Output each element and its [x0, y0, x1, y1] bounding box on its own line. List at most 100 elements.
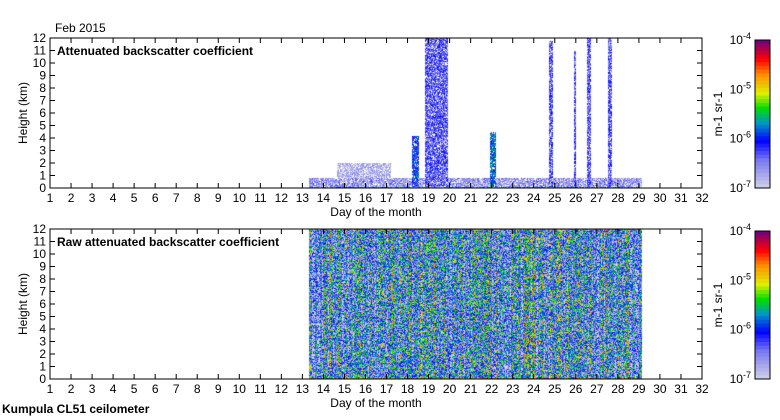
colorbar-tick-label: 10-4 [730, 222, 751, 238]
x-tick-label: 11 [254, 191, 267, 205]
y-tick-label: 9 [39, 260, 46, 274]
x-tick-label: 6 [152, 191, 159, 205]
colorbar-segment [755, 136, 770, 141]
colorbar-segment [755, 330, 770, 336]
x-tick-label: 25 [548, 191, 562, 205]
colorbar-segment [755, 139, 770, 145]
colorbar-segment [755, 268, 770, 273]
colorbar-tick-label: 10-5 [730, 271, 751, 287]
x-tick-label: 7 [173, 191, 180, 205]
x-tick-label: 17 [380, 382, 394, 396]
x-tick-label: 3 [89, 191, 96, 205]
colorbar-segment [755, 40, 770, 45]
colorbar-segment [755, 242, 770, 247]
x-tick-label: 15 [338, 191, 352, 205]
colorbar-segment [755, 158, 770, 163]
colorbar-segment [755, 117, 770, 122]
colorbar-segment [755, 353, 770, 358]
colorbar-segment [755, 312, 770, 317]
colorbar-segment [755, 176, 770, 182]
y-tick-label: 0 [39, 181, 46, 195]
x-tick-label: 5 [131, 382, 138, 396]
colorbar-segment [755, 51, 770, 56]
colorbar-segment [755, 342, 770, 347]
x-tick-label: 8 [194, 382, 201, 396]
x-tick-label: 20 [443, 382, 457, 396]
colorbar-segment [755, 249, 770, 254]
colorbar-segment [755, 106, 770, 111]
y-tick-label: 4 [39, 131, 46, 145]
x-tick-label: 28 [611, 191, 625, 205]
x-axis-label: Day of the month [330, 396, 421, 410]
y-tick-label: 3 [39, 335, 46, 349]
x-tick-label: 26 [569, 191, 583, 205]
colorbar-segment [755, 102, 770, 108]
x-tick-label: 20 [443, 191, 457, 205]
colorbar-segment [755, 271, 770, 276]
colorbar-label: m-1 sr-1 [711, 91, 725, 136]
y-tick-label: 1 [39, 360, 46, 374]
backscatter-heatmap [50, 38, 702, 188]
x-tick-label: 32 [695, 191, 709, 205]
x-tick-label: 6 [152, 382, 159, 396]
colorbar-segment [755, 367, 770, 373]
x-tick-label: 4 [110, 382, 117, 396]
x-tick-label: 23 [506, 382, 520, 396]
colorbar-segment [755, 65, 770, 71]
y-tick-label: 5 [39, 119, 46, 133]
y-tick-label: 11 [34, 44, 47, 58]
y-tick-label: 9 [39, 69, 46, 83]
x-tick-label: 13 [296, 191, 310, 205]
y-tick-label: 2 [39, 347, 46, 361]
x-tick-label: 27 [590, 382, 604, 396]
x-tick-label: 30 [653, 382, 667, 396]
x-tick-label: 18 [401, 191, 415, 205]
colorbar-frame [754, 230, 771, 380]
colorbar-segment [755, 180, 770, 185]
colorbar-segment [755, 238, 770, 243]
x-tick-label: 24 [527, 382, 541, 396]
y-tick-label: 7 [39, 94, 46, 108]
x-tick-label: 22 [485, 191, 499, 205]
colorbar-tick-label: 10-7 [730, 179, 751, 195]
colorbar-segment [755, 345, 770, 350]
colorbar-segment [755, 91, 770, 96]
y-tick-label: 5 [39, 310, 46, 324]
x-tick-label: 1 [47, 191, 54, 205]
x-tick-label: 17 [380, 191, 394, 205]
colorbar-segment [755, 62, 770, 67]
colorbar-segment [755, 327, 770, 332]
y-tick-label: 4 [39, 322, 46, 336]
x-tick-label: 11 [254, 382, 267, 396]
colorbar-segment [755, 364, 770, 369]
colorbar-segment [755, 334, 770, 339]
colorbar-segment [755, 77, 770, 82]
x-tick-label: 31 [674, 382, 688, 396]
y-tick-label: 7 [39, 285, 46, 299]
x-tick-label: 14 [317, 191, 331, 205]
x-axis-label: Day of the month [330, 205, 421, 219]
colorbar-segment [755, 253, 770, 258]
colorbar-segment [755, 95, 770, 100]
x-tick-label: 3 [89, 382, 96, 396]
colorbar-segment [755, 162, 770, 167]
colorbar-tick-label: 10-7 [730, 370, 751, 386]
colorbar-segment [755, 297, 770, 302]
x-tick-label: 19 [422, 382, 436, 396]
colorbar-segment [755, 125, 770, 130]
colorbar-segment [755, 99, 770, 104]
x-tick-label: 9 [215, 382, 222, 396]
x-tick-label: 14 [317, 382, 331, 396]
x-tick-label: 10 [233, 191, 247, 205]
colorbar-segment [755, 234, 770, 239]
x-tick-label: 10 [233, 382, 247, 396]
colorbar-segment [755, 132, 770, 137]
colorbar-segment [755, 231, 770, 236]
x-tick-label: 9 [215, 191, 222, 205]
x-tick-label: 1 [47, 382, 54, 396]
colorbar-frame [754, 39, 771, 189]
x-tick-label: 27 [590, 191, 604, 205]
colorbar-segment [755, 375, 770, 380]
colorbar-segment [755, 47, 770, 52]
